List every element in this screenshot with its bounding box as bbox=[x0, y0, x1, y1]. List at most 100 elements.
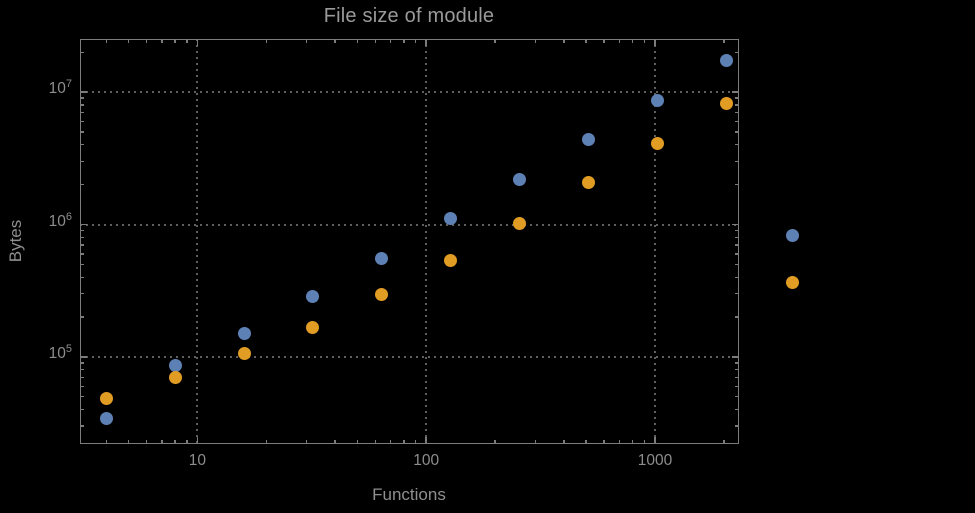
tick-mark bbox=[105, 439, 107, 444]
data-point-orange bbox=[306, 320, 320, 334]
data-point-blue bbox=[786, 229, 800, 243]
tick-mark bbox=[734, 160, 739, 163]
tick-mark bbox=[80, 160, 84, 163]
tick-mark bbox=[731, 91, 739, 93]
x-gridline bbox=[653, 38, 656, 444]
tick-mark bbox=[734, 111, 739, 114]
data-point-orange bbox=[786, 276, 800, 290]
tick-mark bbox=[734, 183, 739, 186]
tick-mark bbox=[563, 439, 565, 444]
tick-mark bbox=[127, 439, 130, 444]
data-point-blue bbox=[581, 133, 595, 147]
tick-mark bbox=[654, 436, 656, 444]
tick-mark bbox=[80, 376, 84, 379]
tick-mark bbox=[403, 38, 405, 43]
tick-mark bbox=[80, 97, 84, 99]
data-point-blue bbox=[513, 173, 527, 187]
data-point-orange bbox=[237, 347, 251, 361]
data-point-blue bbox=[168, 359, 182, 373]
data-point-blue bbox=[99, 412, 113, 426]
tick-mark bbox=[603, 439, 605, 444]
tick-mark bbox=[80, 131, 84, 133]
x-gridline bbox=[425, 38, 428, 444]
tick-mark bbox=[734, 236, 739, 239]
tick-mark bbox=[734, 104, 739, 106]
tick-mark bbox=[643, 38, 646, 43]
tick-mark bbox=[563, 38, 565, 43]
tick-mark bbox=[734, 369, 739, 371]
tick-mark bbox=[643, 439, 646, 444]
tick-mark bbox=[734, 376, 739, 379]
tick-mark bbox=[334, 439, 336, 444]
tick-mark bbox=[161, 38, 163, 43]
tick-mark bbox=[734, 120, 739, 123]
tick-mark bbox=[414, 38, 417, 43]
tick-mark bbox=[80, 316, 84, 318]
data-point-blue bbox=[375, 251, 389, 265]
tick-mark bbox=[494, 439, 496, 444]
tick-mark bbox=[534, 38, 536, 43]
tick-mark bbox=[734, 425, 739, 427]
tick-mark bbox=[80, 104, 84, 106]
tick-mark bbox=[731, 356, 739, 358]
tick-mark bbox=[734, 362, 739, 364]
tick-mark bbox=[186, 38, 188, 43]
y-tick-label: 105 bbox=[48, 342, 72, 362]
tick-mark bbox=[305, 38, 308, 43]
tick-mark bbox=[654, 38, 656, 46]
data-point-orange bbox=[581, 176, 595, 190]
tick-mark bbox=[734, 144, 739, 146]
x-gridline bbox=[196, 38, 199, 444]
data-point-orange bbox=[168, 370, 182, 384]
data-point-orange bbox=[719, 96, 733, 110]
tick-mark bbox=[723, 439, 725, 444]
y-gridline bbox=[80, 91, 739, 94]
tick-mark bbox=[196, 38, 199, 46]
tick-mark bbox=[734, 408, 739, 411]
tick-mark bbox=[80, 223, 87, 226]
tick-mark bbox=[734, 229, 739, 232]
tick-mark bbox=[80, 362, 84, 364]
tick-mark bbox=[374, 38, 377, 43]
y-tick-label: 106 bbox=[48, 210, 72, 230]
tick-mark bbox=[414, 439, 417, 444]
tick-mark bbox=[734, 385, 739, 387]
tick-mark bbox=[734, 253, 739, 255]
tick-mark bbox=[632, 38, 634, 43]
data-point-orange bbox=[513, 216, 527, 230]
data-point-orange bbox=[444, 253, 458, 267]
data-point-orange bbox=[650, 136, 664, 150]
tick-mark bbox=[80, 229, 84, 232]
tick-mark bbox=[105, 38, 107, 43]
tick-mark bbox=[534, 439, 536, 444]
tick-mark bbox=[80, 91, 87, 93]
tick-mark bbox=[734, 131, 739, 133]
tick-mark bbox=[80, 369, 84, 371]
tick-mark bbox=[356, 38, 358, 43]
x-axis-label: Functions bbox=[372, 485, 446, 504]
tick-mark bbox=[494, 38, 496, 43]
x-tick-label: 10 bbox=[188, 451, 206, 469]
tick-mark bbox=[723, 38, 725, 43]
x-tick-label: 100 bbox=[413, 451, 440, 469]
data-point-blue bbox=[719, 54, 733, 68]
chart-title: File size of module bbox=[323, 5, 495, 27]
data-point-blue bbox=[237, 326, 251, 340]
x-tick-label: 1000 bbox=[637, 451, 673, 469]
tick-mark bbox=[80, 408, 84, 411]
tick-mark bbox=[80, 293, 84, 295]
tick-mark bbox=[425, 436, 427, 444]
tick-mark bbox=[305, 439, 308, 444]
tick-mark bbox=[334, 38, 336, 43]
tick-mark bbox=[734, 263, 739, 266]
y-gridline bbox=[80, 223, 739, 226]
y-axis-label: Bytes bbox=[6, 219, 25, 263]
tick-mark bbox=[603, 38, 605, 43]
tick-mark bbox=[585, 439, 587, 444]
tick-mark bbox=[80, 244, 84, 246]
tick-mark bbox=[734, 276, 739, 278]
data-point-blue bbox=[444, 212, 458, 226]
tick-mark bbox=[80, 356, 87, 358]
tick-mark bbox=[80, 276, 84, 278]
